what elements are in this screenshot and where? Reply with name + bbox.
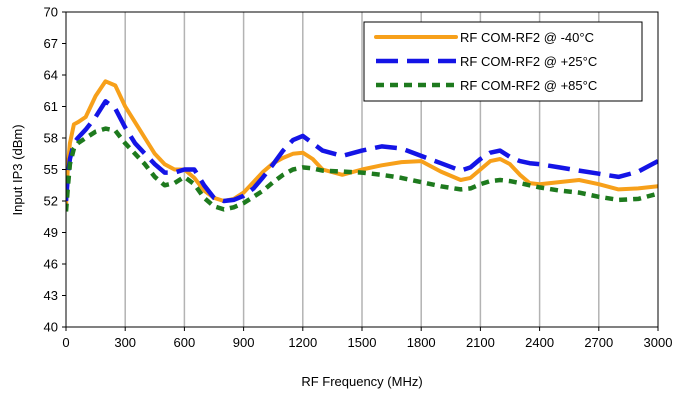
x-tick-label: 2400 xyxy=(525,335,554,350)
x-axis-ticks: 0 300 600 900 1200 1500 1800 2100 2400 2700 3000 xyxy=(62,327,672,350)
x-axis-title: RF Frequency (MHz) xyxy=(301,374,422,389)
x-tick-label: 1500 xyxy=(348,335,377,350)
x-tick-label: 2700 xyxy=(584,335,613,350)
x-tick-label: 900 xyxy=(233,335,255,350)
y-tick-label: 52 xyxy=(44,194,58,209)
legend-label-2: RF COM-RF2 @ +25°C xyxy=(460,54,597,69)
x-tick-label: 1800 xyxy=(407,335,436,350)
x-tick-label: 0 xyxy=(62,335,69,350)
series-lines xyxy=(66,79,658,212)
legend: RF COM-RF2 @ -40°C RF COM-RF2 @ +25°C RF C… xyxy=(363,21,643,102)
y-tick-label: 55 xyxy=(44,162,58,177)
y-tick-label: 43 xyxy=(44,288,58,303)
x-tick-label: 3000 xyxy=(644,335,673,350)
y-tick-label: 64 xyxy=(44,68,58,83)
legend-label-1: RF COM-RF2 @ -40°C xyxy=(460,30,594,45)
y-tick-label: 40 xyxy=(44,320,58,335)
y-tick-label: 67 xyxy=(44,36,58,51)
series-line-3 xyxy=(66,126,658,212)
x-tick-label: 300 xyxy=(114,335,136,350)
series-line-1 xyxy=(66,79,658,209)
y-tick-label: 61 xyxy=(44,99,58,114)
y-tick-label: 58 xyxy=(44,131,58,146)
x-tick-label: 2100 xyxy=(466,335,495,350)
series-line-2 xyxy=(66,99,658,204)
legend-label-3: RF COM-RF2 @ +85°C xyxy=(460,78,597,93)
y-tick-label: 70 xyxy=(44,5,58,20)
y-axis-title: Input IP3 (dBm) xyxy=(10,124,25,215)
x-tick-label: 1200 xyxy=(288,335,317,350)
y-tick-label: 46 xyxy=(44,257,58,272)
y-tick-label: 49 xyxy=(44,225,58,240)
y-axis-ticks: 40 43 46 49 52 55 58 61 64 67 70 xyxy=(44,5,66,335)
x-tick-label: 600 xyxy=(174,335,196,350)
